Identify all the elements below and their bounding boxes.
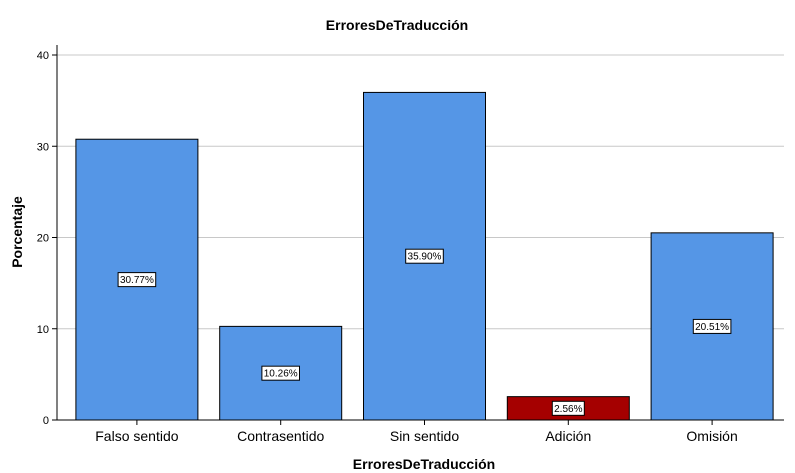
data-label: 35.90% <box>408 252 442 263</box>
y-axis-title: Porcentaje <box>9 196 25 268</box>
data-label-box <box>117 272 157 288</box>
x-tick-label: Omisión <box>686 428 737 444</box>
data-label-box <box>551 400 585 416</box>
x-tick-label: Sin sentido <box>390 428 459 444</box>
y-ticks: 0 10 20 30 40 <box>37 50 57 427</box>
y-tick-label: 40 <box>37 50 49 62</box>
y-tick-label: 0 <box>43 415 49 427</box>
x-tick-label: Adición <box>545 428 591 444</box>
y-tick-label: 20 <box>37 233 49 245</box>
bars: 30.77% 10.26% 35.90% 2.56% 20.51% <box>75 91 774 421</box>
data-label: 20.51% <box>695 322 729 333</box>
data-label-box <box>692 318 732 334</box>
x-tick-label: Contrasentido <box>237 428 324 444</box>
data-label-box <box>261 365 300 381</box>
data-label: 2.56% <box>554 404 582 415</box>
data-label: 30.77% <box>120 275 154 286</box>
chart-title: ErroresDeTraducción <box>326 17 468 33</box>
data-label-box <box>405 248 444 264</box>
x-axis-title: ErroresDeTraducción <box>353 456 495 472</box>
y-tick-label: 10 <box>37 324 49 336</box>
y-tick-label: 30 <box>37 141 49 153</box>
data-label: 10.26% <box>264 369 298 380</box>
x-tick-label: Falso sentido <box>95 428 178 444</box>
x-ticks: Falso sentido Contrasentido Sin sentido Adi… <box>95 420 738 444</box>
